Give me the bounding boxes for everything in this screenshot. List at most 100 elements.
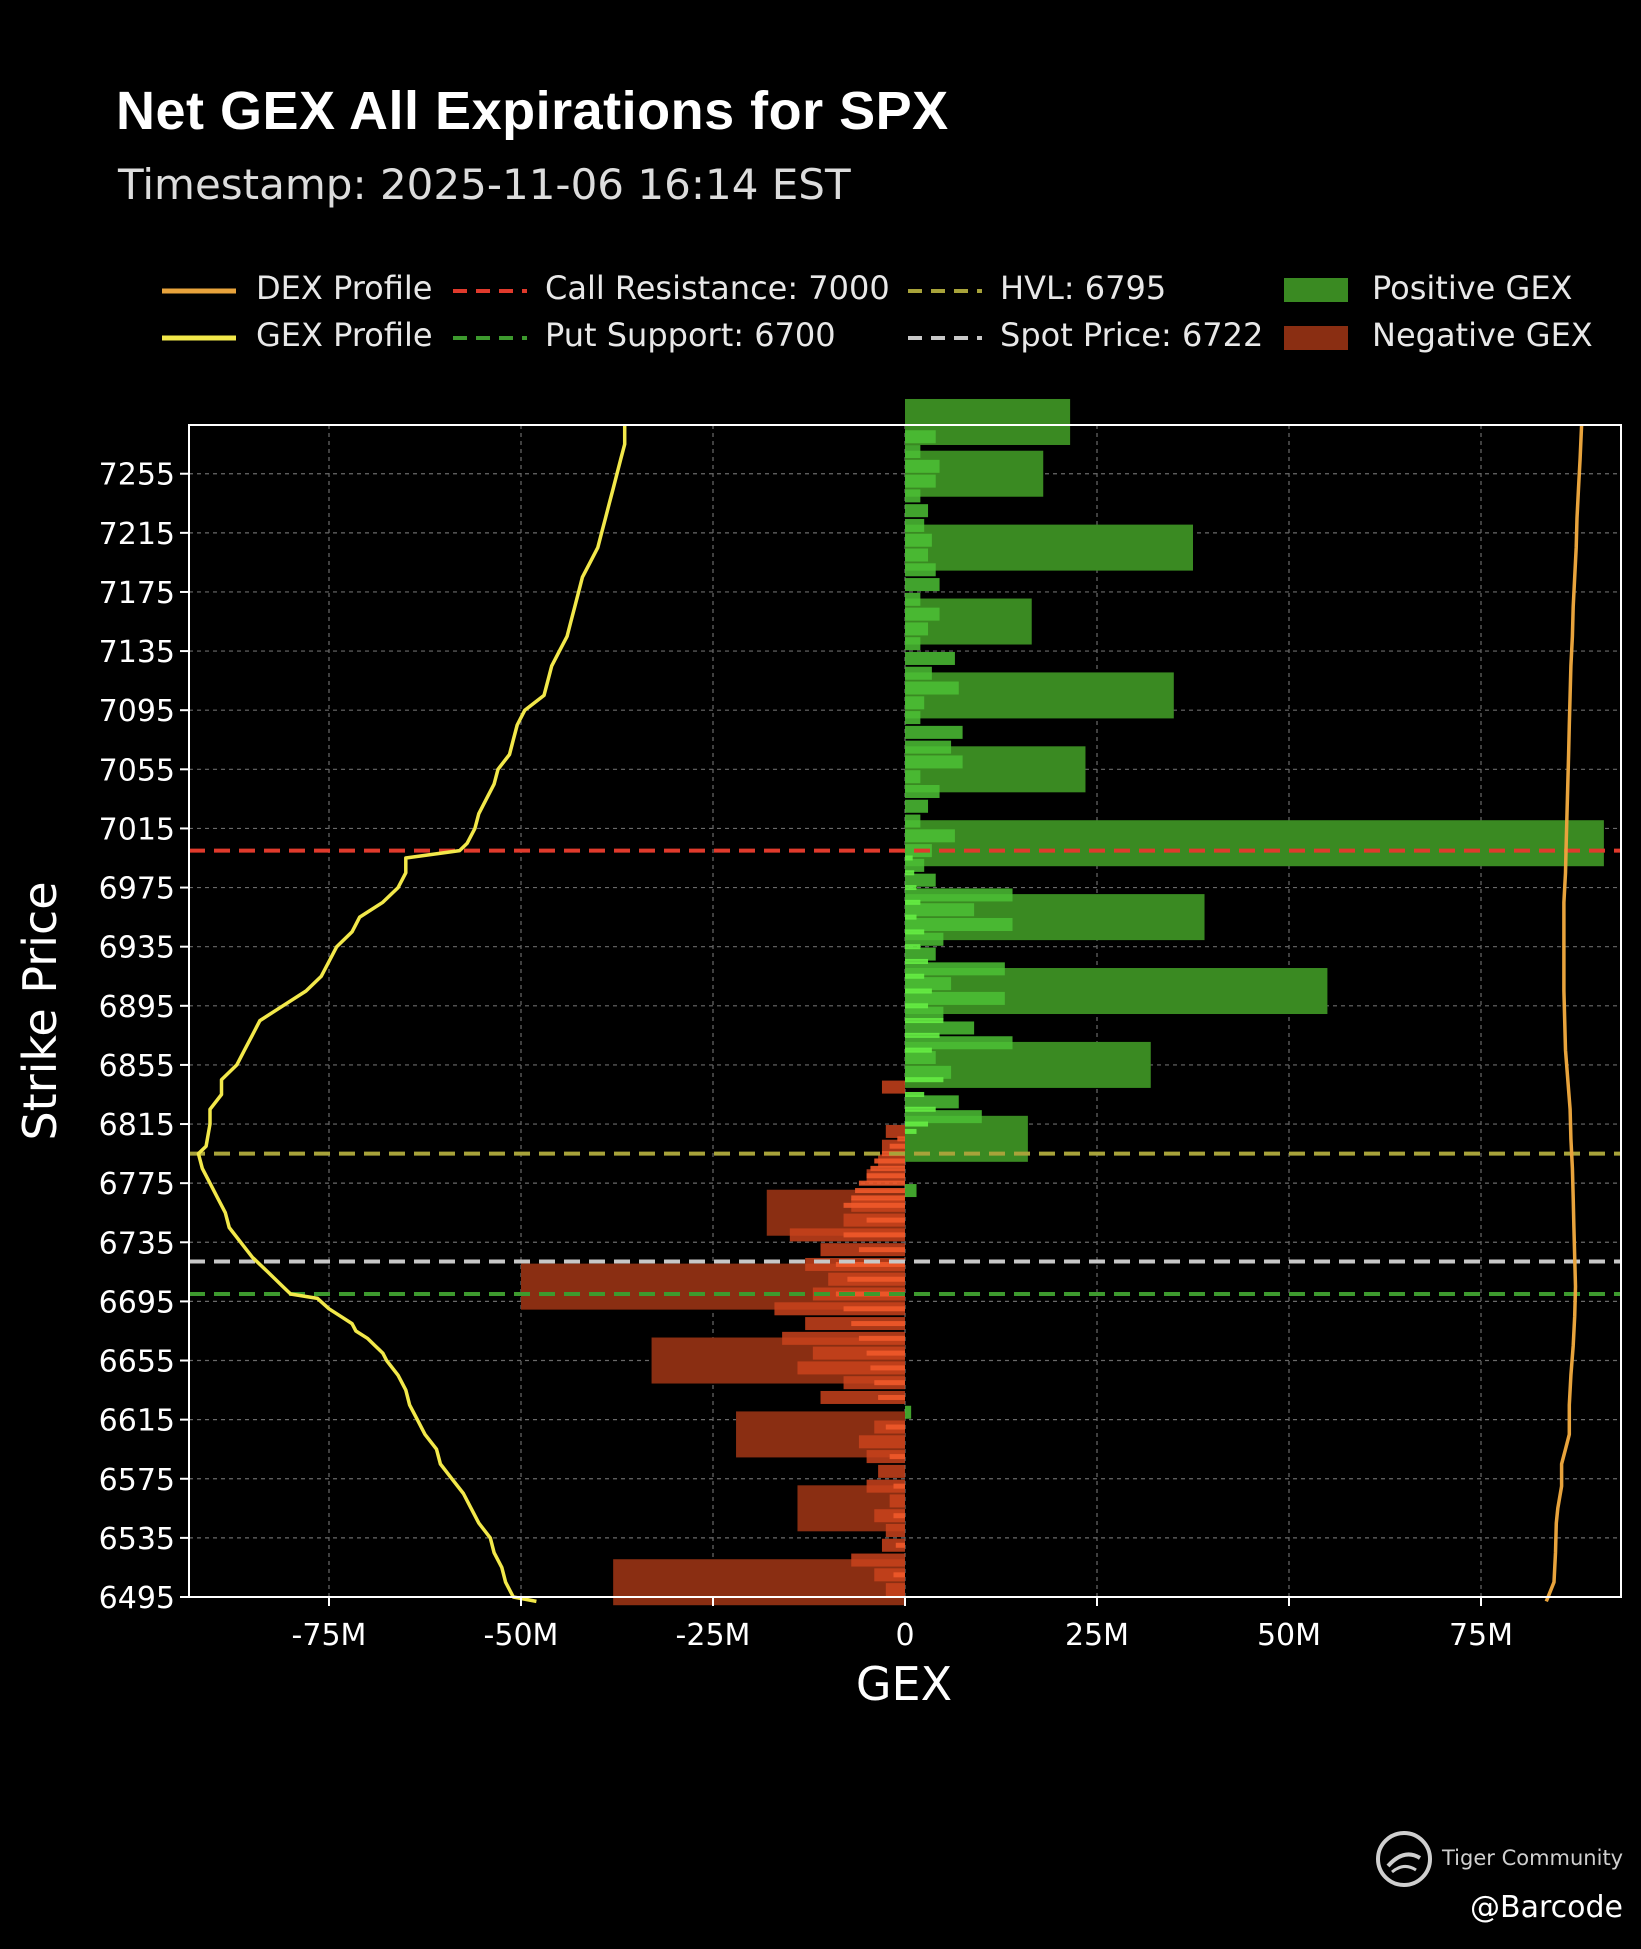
gex-bar-5 xyxy=(905,888,1013,902)
y-tick-label: 6695 xyxy=(99,1285,175,1320)
gex-bar-1 xyxy=(847,1276,905,1282)
gex-bar-5 xyxy=(851,1553,905,1567)
gex-bar-1 xyxy=(905,1091,925,1097)
legend-swatch-put-support xyxy=(453,336,527,340)
legend-label-call-resistance: Call Resistance: 7000 xyxy=(545,269,890,307)
gex-bar-1 xyxy=(905,944,921,950)
y-tick-label: 6975 xyxy=(99,872,175,907)
legend-swatch-gex xyxy=(162,335,236,341)
y-tick-label: 7055 xyxy=(99,753,175,788)
legend: DEX Profile Call Resistance: 7000 HVL: 6… xyxy=(0,264,1641,364)
gex-bar-5 xyxy=(885,1583,905,1597)
gex-bar-5 xyxy=(905,755,963,769)
gex-bar-1 xyxy=(843,1232,905,1238)
gex-bar-5 xyxy=(881,1538,905,1552)
gex-profile-line xyxy=(196,425,627,1604)
gex-bar-1 xyxy=(858,1180,905,1186)
y-tick-label: 6815 xyxy=(99,1108,175,1143)
gex-bar-1 xyxy=(905,855,913,861)
gex-bar-5 xyxy=(905,829,955,843)
gex-bar-5 xyxy=(905,1110,982,1124)
ticks: 6495 6535 6575 6615 6655 6695 6735 6775 6815 6855… xyxy=(99,458,1513,1653)
gex-bar-5 xyxy=(874,1568,905,1582)
gex-chart: 6495 6535 6575 6615 6655 6695 6735 6775 6815 6855… xyxy=(13,398,1622,1711)
gex-bar-1 xyxy=(897,1136,905,1142)
tiger-community-logo xyxy=(1376,1831,1432,1887)
level-lines xyxy=(189,848,1621,1297)
gex-bar-25 xyxy=(797,1485,905,1532)
gex-bar-1 xyxy=(889,1143,905,1149)
gex-bar-1 xyxy=(858,1247,905,1253)
gex-bar-1 xyxy=(889,1454,905,1460)
legend-swatch-call-resistance xyxy=(453,289,527,293)
gex-bar-1 xyxy=(843,1306,905,1312)
gex-bar-5 xyxy=(866,1450,905,1464)
gex-bar-5 xyxy=(812,1346,905,1360)
gex-bar-25 xyxy=(905,968,1328,1015)
gex-bar-5 xyxy=(905,740,952,754)
x-tick-label: 0 xyxy=(895,1618,914,1653)
gex-bar-5 xyxy=(905,518,925,532)
legend-swatch-hvl xyxy=(908,289,982,293)
x-tick-label: -50M xyxy=(484,1618,559,1653)
gex-bar-5 xyxy=(905,651,955,665)
gex-bar-5 xyxy=(905,799,929,813)
legend-swatch-spot-price xyxy=(908,336,982,340)
gex-bar-5 xyxy=(905,622,929,636)
gex-bar-5 xyxy=(905,430,936,444)
legend-label-dex: DEX Profile xyxy=(256,269,433,307)
gex-bar-25 xyxy=(905,746,1086,793)
gex-bar-1 xyxy=(905,899,921,905)
gex-bar-1 xyxy=(893,1572,905,1578)
gex-bar-5 xyxy=(905,814,921,828)
gex-bar-1 xyxy=(835,1261,905,1267)
y-tick-label: 7015 xyxy=(99,812,175,847)
gex-bar-1 xyxy=(905,1018,944,1024)
gex-bar-1 xyxy=(905,870,915,876)
gex-bar-1 xyxy=(893,1513,905,1519)
legend-swatch-positive-gex xyxy=(1284,278,1348,302)
x-tick-label: 50M xyxy=(1257,1618,1321,1653)
y-tick-label: 7255 xyxy=(99,458,175,493)
gex-bar-1 xyxy=(870,1165,905,1171)
gex-bar-25 xyxy=(905,894,1205,941)
gex-bar-25 xyxy=(736,1411,905,1458)
y-axis-label: Strike Price xyxy=(13,881,67,1140)
gex-bar-5 xyxy=(905,903,975,917)
gex-bar-1 xyxy=(905,1047,932,1053)
gex-bar-5 xyxy=(905,1065,952,1079)
gex-bar-5 xyxy=(905,445,921,459)
gex-bar-5 xyxy=(866,1479,905,1493)
gex-bar-5 xyxy=(905,563,936,577)
gex-bar-5 xyxy=(905,1036,1013,1050)
gex-bar-5 xyxy=(905,1184,917,1198)
gex-bar-25 xyxy=(651,1337,905,1384)
gex-bar-1 xyxy=(870,1365,905,1371)
gex-bar-5 xyxy=(905,592,921,606)
gex-bar-1 xyxy=(866,1173,905,1179)
gex-bar-5 xyxy=(905,637,921,651)
gex-bar-5 xyxy=(905,459,940,473)
gex-bar-5 xyxy=(905,858,925,872)
y-tick-label: 6735 xyxy=(99,1226,175,1261)
gex-bar-25 xyxy=(905,820,1604,867)
gex-bar-1 xyxy=(851,1321,905,1327)
gex-bar-5 xyxy=(774,1302,905,1316)
gex-bar-5 xyxy=(782,1331,905,1345)
gex-bar-5 xyxy=(905,873,936,887)
legend-label-negative-gex: Negative GEX xyxy=(1372,316,1593,354)
x-tick-label: -25M xyxy=(676,1618,751,1653)
legend-label-spot-price: Spot Price: 6722 xyxy=(1000,316,1264,354)
watermark-text: Tiger Community xyxy=(1442,1846,1624,1870)
gex-bar-5 xyxy=(905,578,940,592)
gex-bar-1 xyxy=(905,958,929,964)
gex-bar-5 xyxy=(905,696,925,710)
gex-bar-25 xyxy=(905,1041,1151,1088)
gex-bar-5 xyxy=(905,784,940,798)
gex-bar-5 xyxy=(905,666,932,680)
y-tick-label: 6615 xyxy=(99,1404,175,1439)
legend-label-put-support: Put Support: 6700 xyxy=(545,316,836,354)
profiles xyxy=(196,424,1584,1604)
gex-bar-1 xyxy=(874,1158,905,1164)
gex-bar-5 xyxy=(905,962,1005,976)
